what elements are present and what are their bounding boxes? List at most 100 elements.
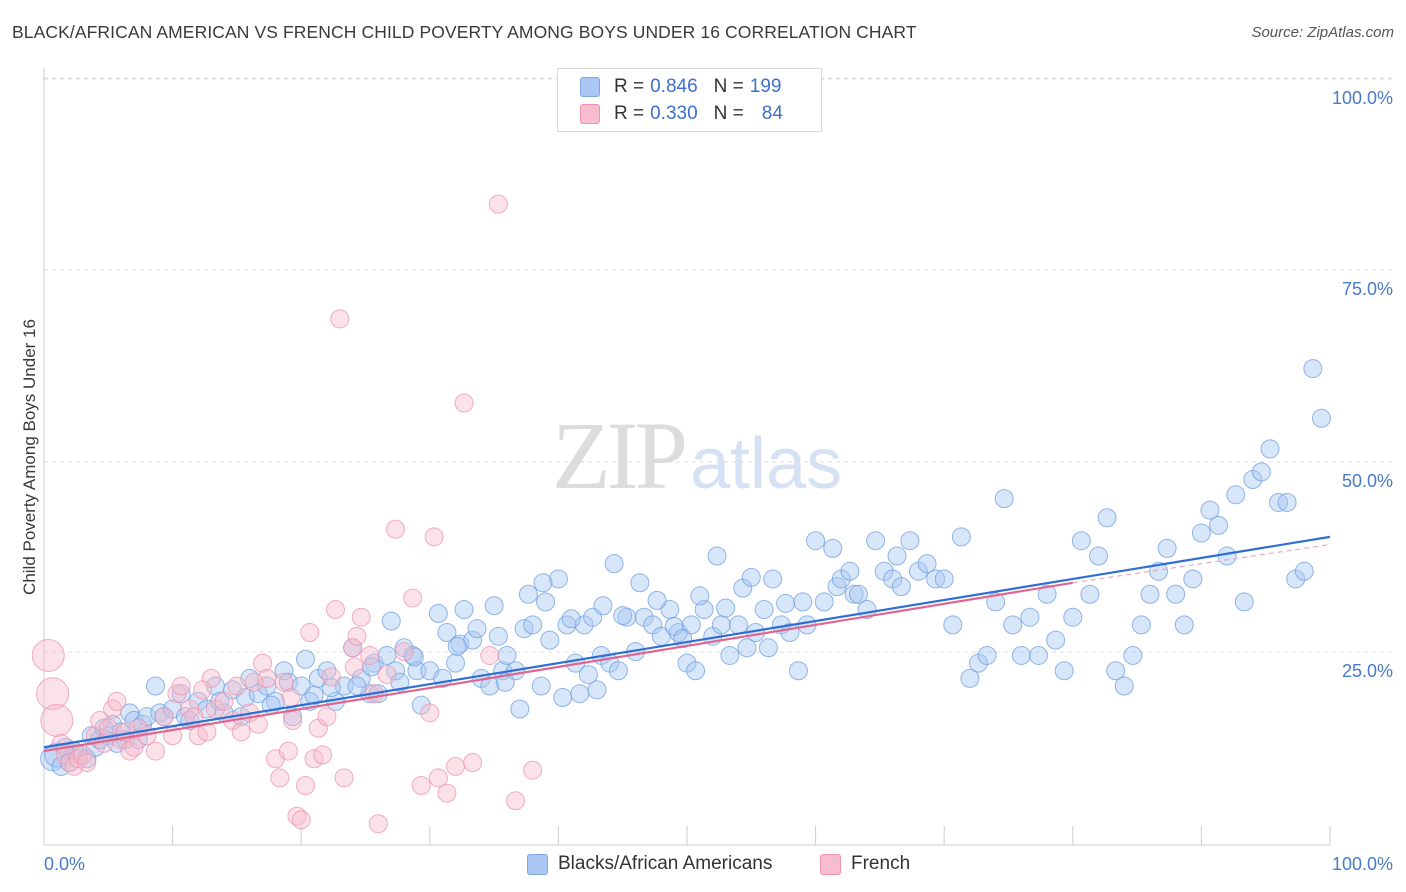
data-point [411, 776, 431, 795]
data-point [840, 561, 860, 581]
data-point [193, 680, 213, 700]
data-point [304, 685, 324, 705]
y-tick-label: 50.0% [1342, 471, 1393, 491]
data-point [1174, 615, 1194, 635]
legend-n-label: N = [713, 103, 744, 124]
data-point [1003, 615, 1023, 635]
data-point [604, 554, 624, 574]
data-point [1183, 569, 1203, 589]
data-point [806, 531, 826, 551]
data-point [823, 538, 843, 558]
data-point [437, 783, 457, 803]
x-tick-label: 0.0% [44, 854, 85, 874]
data-point [463, 753, 483, 773]
data-point [197, 722, 217, 742]
data-point [480, 645, 500, 665]
data-point [788, 661, 808, 681]
data-point [394, 642, 414, 662]
data-point [1011, 645, 1031, 665]
data-point [1217, 546, 1237, 566]
data-point [1046, 630, 1066, 650]
data-point [533, 573, 553, 593]
data-point [495, 672, 515, 692]
data-point [1071, 531, 1091, 551]
legend-r-label: R = [614, 103, 645, 124]
data-point [1166, 584, 1186, 604]
data-point [283, 710, 303, 730]
data-point [377, 665, 397, 685]
data-point [253, 653, 273, 673]
trend-line-extension-french [1072, 543, 1331, 584]
data-point [1029, 645, 1049, 665]
data-point [77, 753, 97, 773]
data-point [368, 814, 388, 834]
data-point [450, 634, 470, 654]
data-point [1140, 584, 1160, 604]
data-point [325, 600, 345, 620]
axes [43, 68, 1331, 846]
data-point [934, 569, 954, 589]
data-points [31, 194, 1331, 834]
data-point [321, 678, 341, 698]
data-point [291, 810, 311, 830]
data-point [1020, 607, 1040, 627]
data-point [334, 768, 354, 788]
data-point [428, 603, 448, 623]
data-point [728, 615, 748, 635]
data-point [891, 577, 911, 597]
data-point [848, 584, 868, 604]
trend-line-blacks [43, 535, 1331, 749]
data-point [1260, 439, 1280, 459]
data-point [313, 745, 333, 765]
data-point [951, 527, 971, 547]
legend-row-french: R = 0.330 N = 84 [580, 102, 783, 126]
x-tick-label: 100.0% [1332, 854, 1393, 874]
data-point [793, 592, 813, 612]
series-french [31, 194, 543, 834]
y-tick-label: 100.0% [1332, 88, 1393, 108]
bottom-legend-swatch-blacks [527, 853, 548, 875]
data-point [943, 615, 963, 635]
data-point [548, 569, 568, 589]
data-point [171, 676, 191, 696]
correlation-legend: R = 0.846 N = 199 R = 0.330 N = 84 [557, 68, 822, 132]
data-point [1097, 508, 1117, 528]
data-point [344, 657, 364, 677]
data-point [278, 741, 298, 761]
data-point [887, 546, 907, 566]
chart-title: BLACK/AFRICAN AMERICAN VS FRENCH CHILD P… [12, 22, 917, 42]
data-point [244, 672, 264, 692]
legend-swatch-french [580, 104, 600, 124]
y-axis-label: Child Poverty Among Boys Under 16 [20, 319, 39, 595]
data-point [281, 688, 301, 708]
data-point [1089, 546, 1109, 566]
data-point [763, 569, 783, 589]
watermark-zip: ZIP [552, 402, 688, 509]
data-point [231, 722, 251, 742]
data-point [1037, 584, 1057, 604]
data-point [1251, 462, 1271, 482]
data-point [1234, 592, 1254, 612]
data-point [1080, 584, 1100, 604]
data-point [1123, 645, 1143, 665]
data-point [31, 638, 65, 672]
data-point [758, 638, 778, 658]
data-point [347, 626, 367, 646]
data-point [741, 567, 761, 587]
data-point [1063, 607, 1083, 627]
data-point [608, 661, 628, 681]
data-point [386, 519, 406, 539]
data-point [403, 588, 423, 608]
data-point [540, 630, 560, 650]
data-point [171, 684, 191, 704]
data-point [593, 596, 613, 616]
trend-line-french [43, 581, 1073, 753]
data-point [1209, 515, 1229, 535]
data-point [1277, 492, 1297, 512]
data-point [613, 606, 633, 626]
data-point [447, 636, 467, 656]
data-point [321, 667, 341, 687]
data-point [1106, 661, 1126, 681]
data-point [754, 600, 774, 620]
data-point [446, 756, 466, 776]
